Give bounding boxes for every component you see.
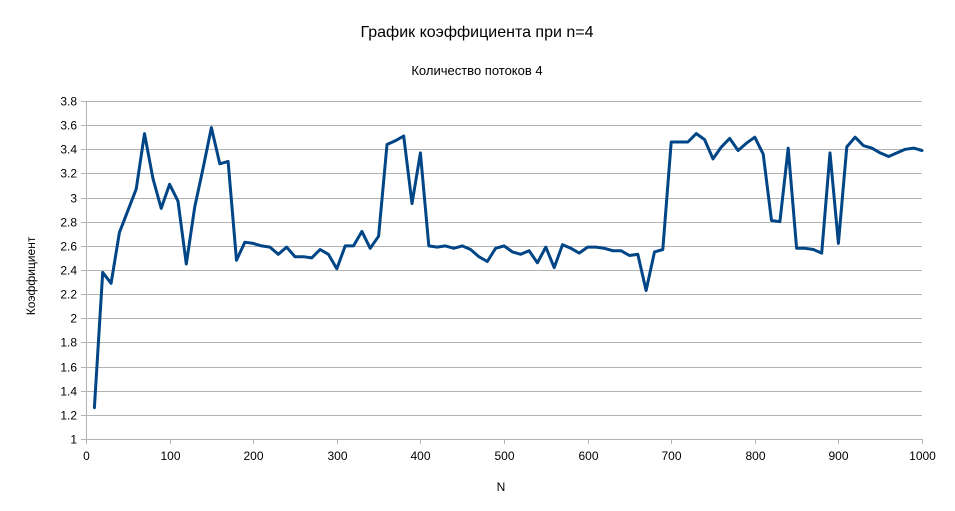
y-tick-label: 1 xyxy=(70,433,77,447)
chart-subtitle: Количество потоков 4 xyxy=(411,63,542,78)
y-tick-label: 1.4 xyxy=(60,385,77,399)
y-tick-label: 1.6 xyxy=(60,361,77,375)
x-tick-label: 500 xyxy=(494,449,514,463)
y-tick-label: 3.2 xyxy=(60,167,77,181)
y-tick-label: 2.2 xyxy=(60,288,77,302)
y-tick-label: 1.2 xyxy=(60,409,77,423)
y-tick-label: 2.4 xyxy=(60,264,77,278)
x-tick-label: 200 xyxy=(243,449,263,463)
x-tick-label: 800 xyxy=(745,449,765,463)
y-tick-label: 2 xyxy=(70,312,77,326)
series-line xyxy=(92,126,924,410)
y-tick-label: 1.8 xyxy=(60,336,77,350)
y-tick-label: 3.6 xyxy=(60,119,77,133)
y-tick-label: 2.6 xyxy=(60,240,77,254)
y-tick-label: 3 xyxy=(70,192,77,206)
x-tick-label: 700 xyxy=(661,449,681,463)
series-layer xyxy=(92,126,924,410)
x-tick-label: 900 xyxy=(828,449,848,463)
tick-labels: 1 1.2 1.4 1.6 1.8 2 2.2 2.4 2.6 2.8 3 3.2 3.4 3.6 3.8 0… xyxy=(60,95,936,464)
x-axis-label: N xyxy=(497,480,506,494)
x-tick-label: 400 xyxy=(410,449,430,463)
x-tick-label: 600 xyxy=(578,449,598,463)
x-tick-label: 100 xyxy=(160,449,180,463)
axes xyxy=(81,101,923,444)
x-tick-label: 1000 xyxy=(909,449,936,463)
gridlines xyxy=(86,101,922,440)
y-tick-label: 3.4 xyxy=(60,143,77,157)
x-tick-label: 300 xyxy=(327,449,347,463)
x-tick-label: 0 xyxy=(83,449,90,463)
y-axis-label: Коэффициент xyxy=(24,236,38,315)
y-tick-label: 3.8 xyxy=(60,95,77,109)
y-tick-label: 2.8 xyxy=(60,216,77,230)
chart-title: График коэффициента при n=4 xyxy=(360,24,593,41)
